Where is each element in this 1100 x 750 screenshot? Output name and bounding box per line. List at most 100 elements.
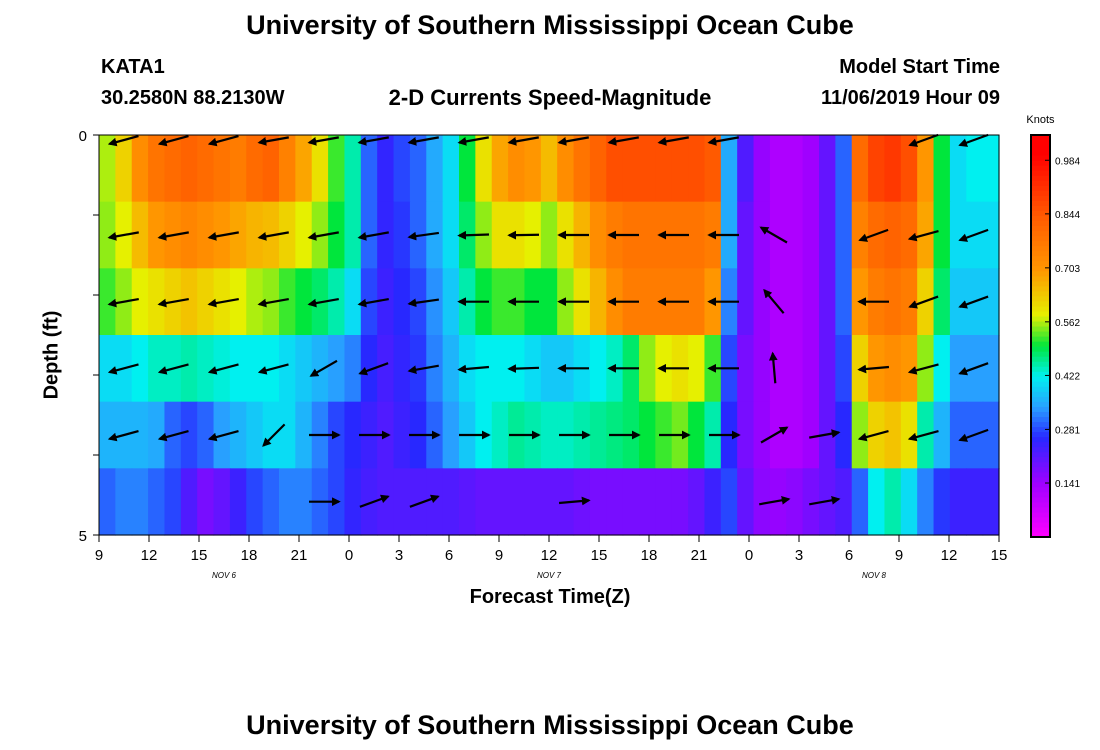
heatmap-cell	[900, 135, 918, 203]
colorbar-segment	[1031, 416, 1050, 423]
heatmap-cell	[966, 201, 984, 269]
heatmap-cell	[328, 268, 346, 336]
model-start-value: 11/06/2019 Hour 09	[820, 87, 1000, 109]
heatmap-cell	[671, 335, 689, 403]
heatmap-cell	[442, 135, 460, 203]
heatmap-cell	[459, 401, 476, 469]
colorbar-segment	[1031, 230, 1050, 237]
colorbar-segment	[1031, 300, 1050, 307]
heatmap-cell	[540, 335, 558, 403]
current-vectors	[107, 133, 989, 508]
colorbar-segment	[1031, 165, 1050, 171]
colorbar-segment	[1031, 135, 1050, 141]
colorbar-tick-label: 0.141	[1055, 479, 1080, 490]
heatmap-cell	[982, 201, 1000, 269]
heatmap-cell	[917, 201, 935, 269]
heatmap-cell	[688, 468, 706, 536]
current-vector-arrow	[657, 136, 689, 146]
heatmap-cell	[753, 335, 771, 403]
current-vector-arrow	[207, 231, 239, 241]
heatmap-cell	[639, 135, 656, 203]
heatmap-cell	[99, 468, 116, 536]
current-vector-arrow	[307, 231, 339, 241]
heatmap-cell	[655, 268, 673, 336]
colorbar-segment	[1031, 421, 1050, 428]
heatmap-cell	[229, 335, 247, 403]
heatmap-cell	[639, 201, 656, 269]
heatmap-cell	[164, 201, 182, 269]
x-tick-label: 18	[241, 547, 258, 564]
heatmap-cell	[753, 201, 771, 269]
heatmap-cell	[688, 401, 706, 469]
heatmap-cell	[131, 401, 149, 469]
heatmap-cell	[606, 335, 624, 403]
heatmap-cell	[148, 401, 166, 469]
heatmap-cell	[655, 468, 673, 536]
heatmap-cell	[540, 401, 558, 469]
heatmap-cell	[851, 201, 869, 269]
heatmap-cell	[131, 335, 149, 403]
heatmap-cell	[148, 468, 166, 536]
colorbar-segment	[1031, 376, 1050, 382]
heatmap-cell	[197, 268, 215, 336]
colorbar-segment	[1031, 270, 1050, 277]
current-vector-arrow	[207, 135, 239, 147]
current-vector-arrow	[307, 136, 339, 146]
current-vector-arrow	[358, 362, 389, 376]
current-vector-arrow	[857, 364, 890, 374]
heatmap-cell	[966, 335, 984, 403]
colorbar-segment	[1031, 290, 1050, 297]
heatmap-cell	[524, 401, 542, 469]
current-vector-arrow	[157, 297, 189, 308]
heatmap-cell	[180, 468, 198, 536]
colorbar-segment	[1031, 210, 1050, 216]
current-vector-arrow	[507, 230, 540, 240]
heatmap-cell	[213, 201, 231, 269]
heatmap-cell	[933, 201, 951, 269]
x-tick-label: 9	[495, 547, 503, 564]
colorbar: Knots 0.984 0.844 0.703 0.562 0.422 0.281 0.141	[1026, 114, 1080, 538]
heatmap-cell	[377, 268, 395, 336]
heatmap-cell	[688, 135, 706, 203]
heatmap-cell	[459, 201, 476, 269]
colorbar-segment	[1031, 501, 1050, 508]
heatmap-cell	[229, 268, 247, 336]
heatmap-cell	[982, 468, 1000, 536]
colorbar-segment	[1031, 531, 1050, 538]
heatmap-cell	[622, 401, 640, 469]
heatmap-cell	[360, 401, 378, 469]
heatmap-cell	[622, 468, 640, 536]
heatmap-cell	[884, 335, 902, 403]
heatmap-cell	[753, 268, 771, 336]
colorbar-segment	[1031, 205, 1050, 211]
heatmap-cell	[459, 268, 476, 336]
current-vector-arrow	[407, 298, 440, 308]
x-tick-label: 9	[95, 547, 103, 564]
heatmap-cell	[426, 135, 444, 203]
current-vector-arrow	[107, 297, 139, 308]
heatmap-cell	[622, 335, 640, 403]
colorbar-segment	[1031, 336, 1050, 342]
heatmap-cell	[589, 401, 607, 469]
heatmap-cell	[262, 201, 280, 269]
heatmap-cell	[426, 201, 444, 269]
heatmap-cell	[229, 401, 247, 469]
heatmap-cell	[148, 201, 166, 269]
heatmap-cell	[704, 468, 722, 536]
current-vector-arrow	[857, 430, 889, 442]
colorbar-segment	[1031, 356, 1050, 362]
heatmap-cell	[982, 335, 1000, 403]
heatmap-cell	[164, 401, 182, 469]
heatmap-cell	[835, 201, 853, 269]
colorbar-segment	[1031, 431, 1050, 438]
colorbar-segment	[1031, 255, 1050, 262]
x-tick-label: 3	[795, 547, 803, 564]
heatmap-cell	[229, 135, 247, 203]
heatmap-cell	[344, 268, 362, 336]
heatmap-cell	[508, 201, 526, 269]
heatmap-cell	[573, 401, 591, 469]
colorbar-segment	[1031, 476, 1050, 483]
heatmap-cell	[459, 335, 476, 403]
current-vector-arrow	[357, 297, 389, 308]
heatmap-cell	[459, 468, 476, 536]
